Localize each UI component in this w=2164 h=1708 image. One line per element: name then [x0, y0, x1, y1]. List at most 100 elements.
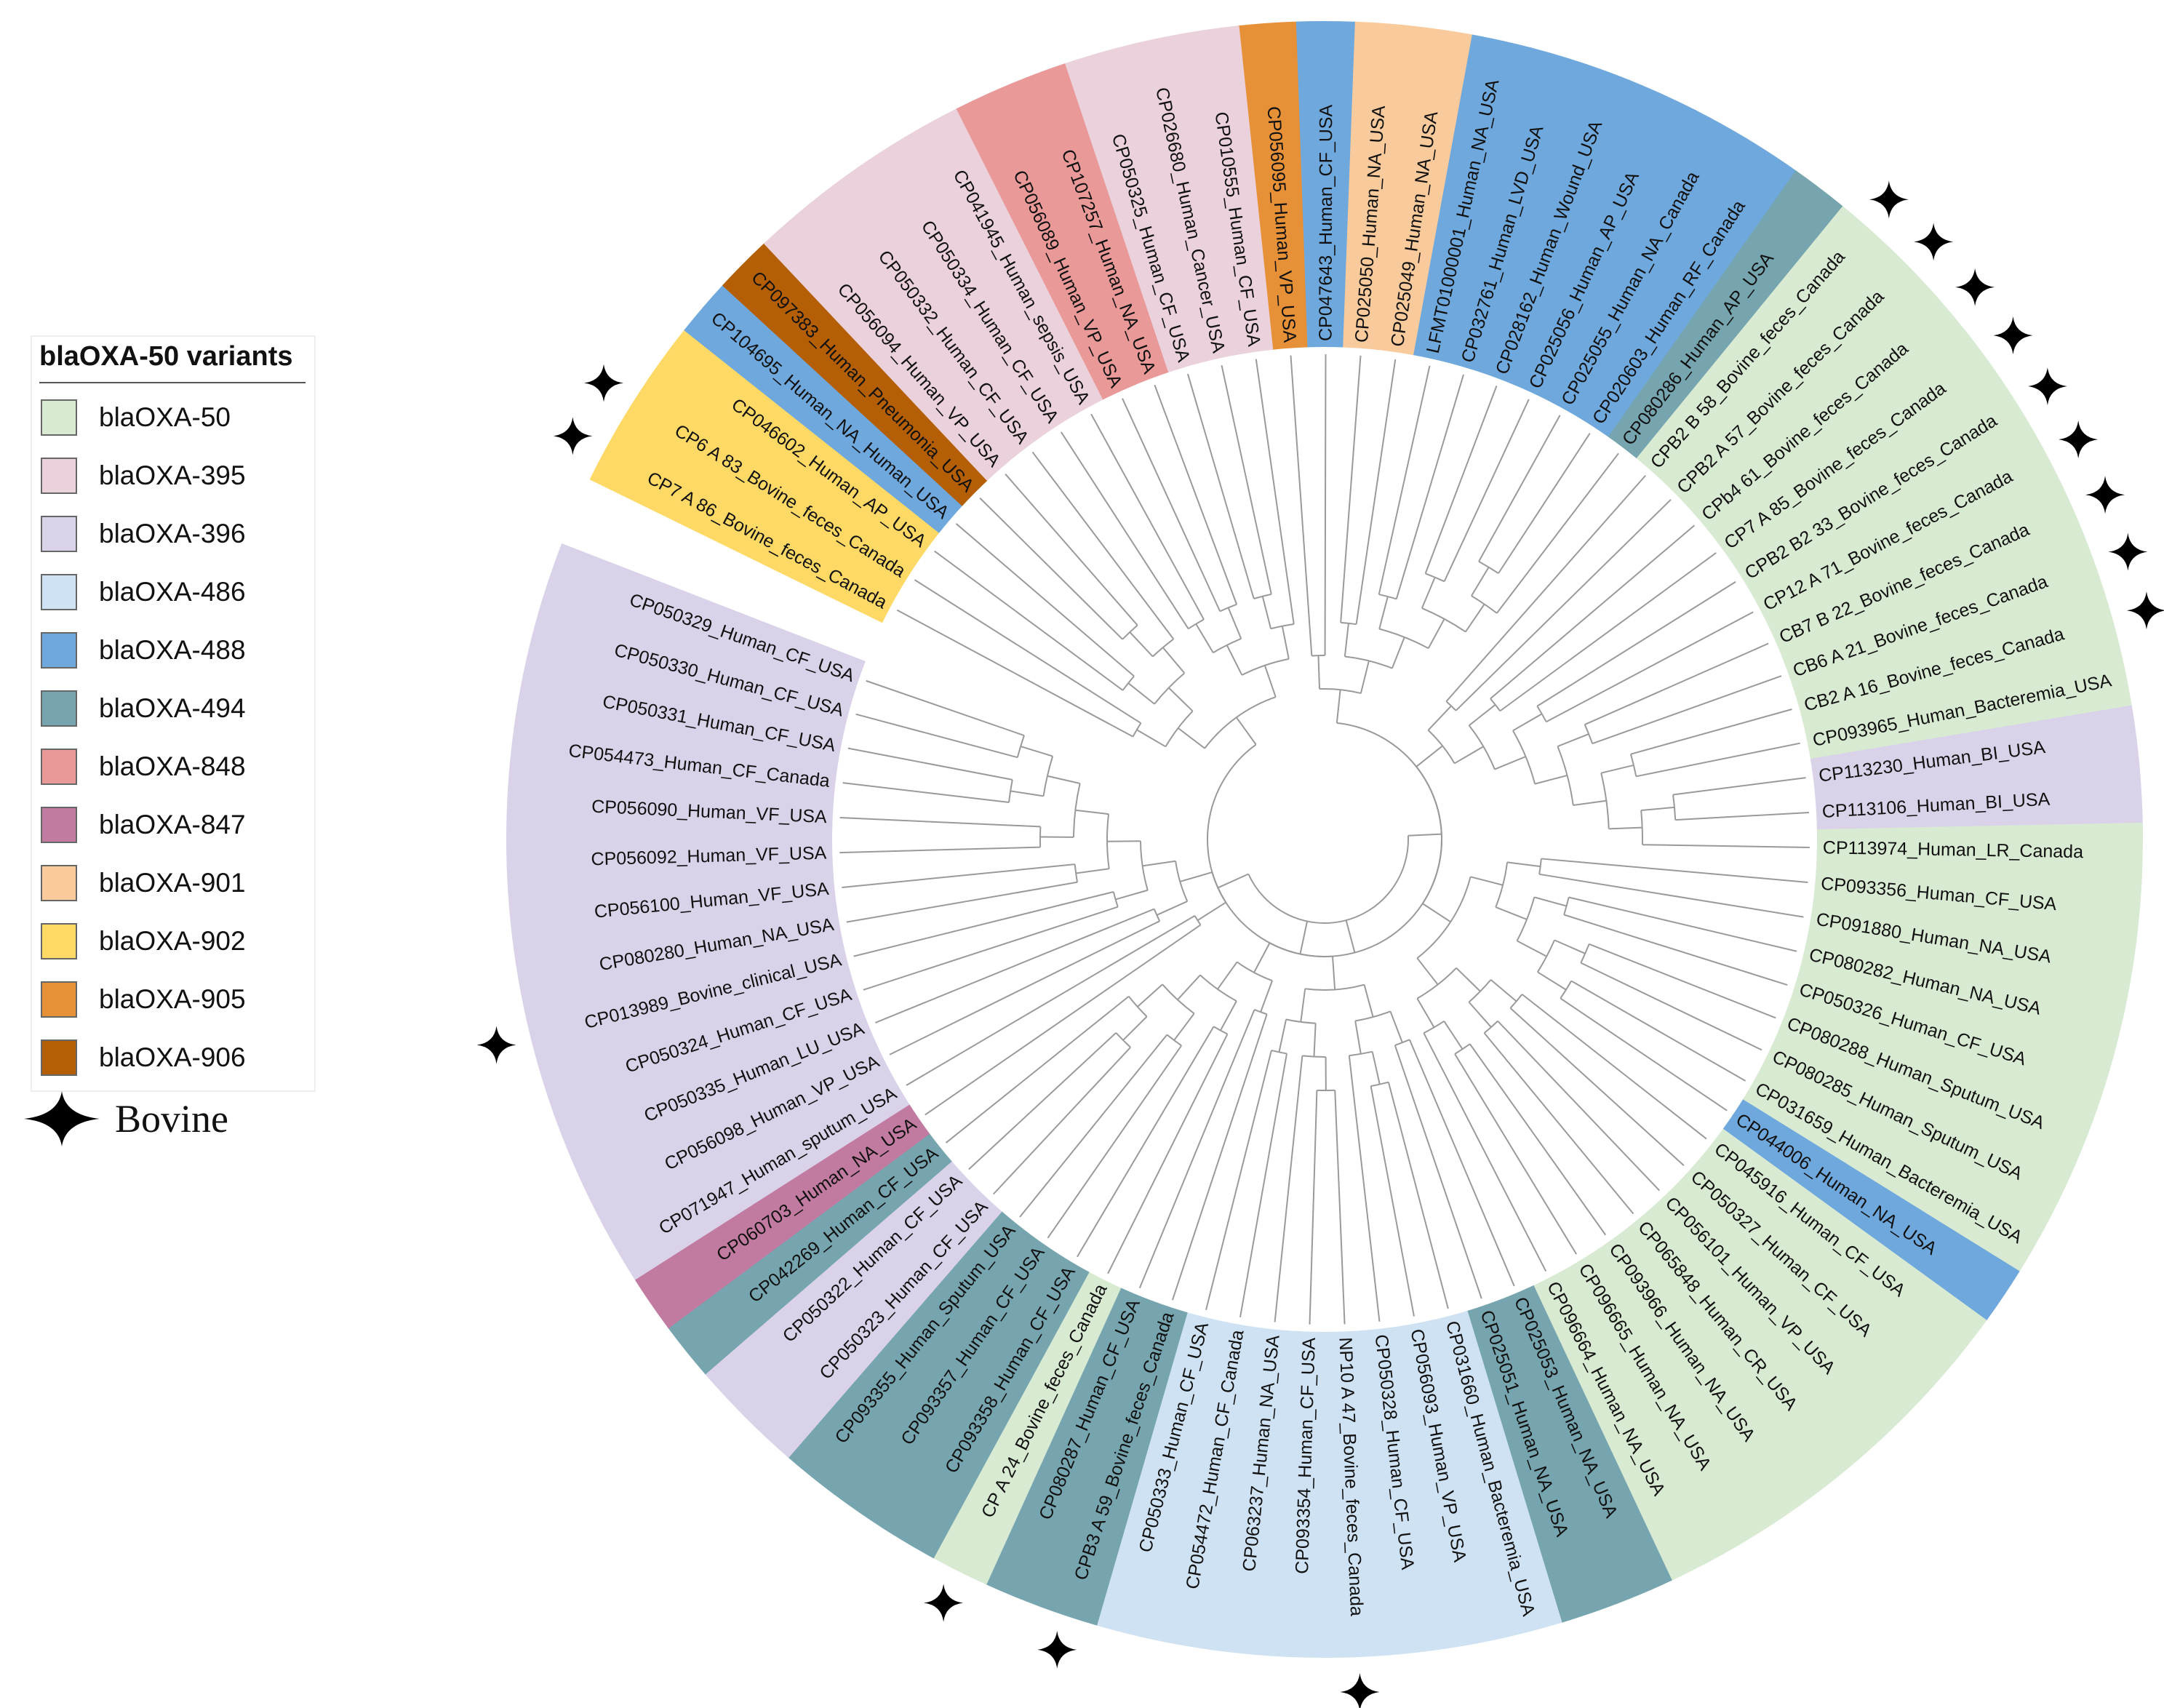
branch-line	[1263, 665, 1277, 698]
variant-band-847	[634, 1104, 930, 1329]
bovine-label: Bovine	[115, 1097, 228, 1141]
branch-line	[839, 817, 1041, 828]
variant-band-396	[506, 831, 834, 893]
branch-line	[1227, 607, 1242, 639]
variant-band-488	[1722, 1099, 2020, 1322]
branch-line	[842, 863, 1075, 889]
branch-line	[906, 915, 1196, 1086]
branch-arc	[1394, 1039, 1410, 1046]
branch-arc	[1344, 655, 1393, 669]
legend: blaOXA-50 variants blaOXA-50 blaOXA-395 …	[31, 335, 316, 1092]
branch-line	[896, 609, 1134, 738]
branch-arc	[1416, 877, 1472, 959]
branch-line	[1469, 704, 1496, 727]
branch-line	[1205, 1050, 1272, 1311]
branch-line	[1076, 868, 1109, 874]
swatch	[41, 981, 77, 1018]
branch-line	[1534, 896, 1567, 907]
branch-arc	[1311, 655, 1325, 657]
branch-line	[1020, 746, 1053, 757]
branch-line	[1408, 1039, 1515, 1287]
branch-line	[1455, 499, 1672, 711]
branch-arc	[1162, 983, 1195, 1015]
variant-band-396	[508, 869, 837, 951]
branch-line	[1592, 675, 1782, 745]
leaf-label: CP113974_Human_LR_Canada	[1823, 837, 2084, 862]
bovine-star-icon	[1955, 268, 1995, 306]
variant-band-395	[1121, 33, 1238, 363]
legend-label: blaOXA-847	[99, 810, 246, 839]
branch-line	[1534, 774, 1568, 785]
branch-arc	[1127, 996, 1148, 1018]
branch-line	[855, 713, 1018, 759]
branch-line	[1090, 413, 1205, 620]
branch-arc	[1672, 794, 1677, 821]
variant-band-395	[807, 168, 1043, 458]
bovine-key: Bovine	[22, 1090, 228, 1148]
branch-line	[1416, 998, 1435, 1028]
variant-band-50	[1799, 935, 2128, 1058]
branch-line	[1395, 374, 1464, 599]
variant-band-396	[541, 543, 866, 696]
branch-arc	[1509, 994, 1523, 1009]
branch-line	[1122, 1015, 1148, 1041]
swatch	[41, 458, 77, 494]
branch-line	[1221, 364, 1272, 595]
branch-arc	[1204, 696, 1277, 749]
variant-band-494	[881, 1253, 1090, 1559]
branch-line	[1537, 971, 1567, 991]
branch-line	[1345, 919, 1356, 953]
variant-band-902	[617, 376, 919, 592]
variant-color-bands	[506, 20, 2143, 1658]
branch-arc	[1516, 897, 1536, 941]
branch-line	[1490, 524, 1696, 700]
variant-band-50	[1775, 1003, 2096, 1169]
branch-line	[1512, 713, 1543, 732]
branch-line	[1171, 1013, 1268, 1301]
branch-arc	[1153, 909, 1161, 922]
branch-arc	[1188, 618, 1205, 630]
legend-label: blaOXA-901	[99, 868, 246, 898]
branch-arc	[1122, 675, 1135, 691]
bovine-star-icon	[1914, 223, 1954, 261]
branch-line	[1608, 826, 1642, 830]
variant-band-396	[508, 714, 839, 800]
branch-line	[1589, 943, 1776, 1019]
branch-arc	[1166, 1034, 1182, 1047]
branch-line	[1129, 631, 1154, 658]
branch-line	[1195, 623, 1214, 653]
branch-line	[839, 846, 1041, 854]
branch-line	[993, 1047, 1131, 1195]
variant-band-50	[1742, 1068, 2049, 1273]
branch-line	[889, 920, 1160, 1055]
branch-line	[1498, 433, 1591, 574]
branch-arc	[1425, 572, 1445, 583]
branch-line	[853, 891, 1114, 957]
legend-label: blaOXA-486	[99, 577, 246, 607]
legend-label: blaOXA-395	[99, 460, 246, 490]
variant-band-395	[904, 108, 1104, 417]
variant-band-396	[604, 1073, 910, 1280]
branch-line	[1470, 876, 1504, 886]
branch-line	[1290, 355, 1313, 656]
branch-line	[1324, 354, 1327, 656]
branch-line	[1496, 452, 1619, 614]
branch-arc	[1427, 730, 1456, 764]
branch-line	[1142, 860, 1176, 867]
branch-arc	[1468, 725, 1496, 770]
legend-item-486: blaOXA-486	[41, 572, 246, 612]
branch-arc	[1478, 561, 1499, 574]
bovine-star-icon	[553, 417, 593, 455]
branch-line	[1274, 1055, 1303, 1322]
variant-band-905	[1237, 21, 1309, 350]
legend-label: blaOXA-848	[99, 751, 246, 781]
branch-line	[1600, 764, 1634, 774]
variant-band-901	[1378, 25, 1474, 356]
branch-line	[1427, 618, 1445, 649]
bovine-star-icon	[583, 364, 623, 402]
branch-line	[1136, 729, 1167, 748]
branch-line	[1154, 384, 1238, 605]
branch-arc	[1154, 672, 1186, 705]
branch-line	[1186, 373, 1255, 599]
swatch	[41, 923, 77, 959]
